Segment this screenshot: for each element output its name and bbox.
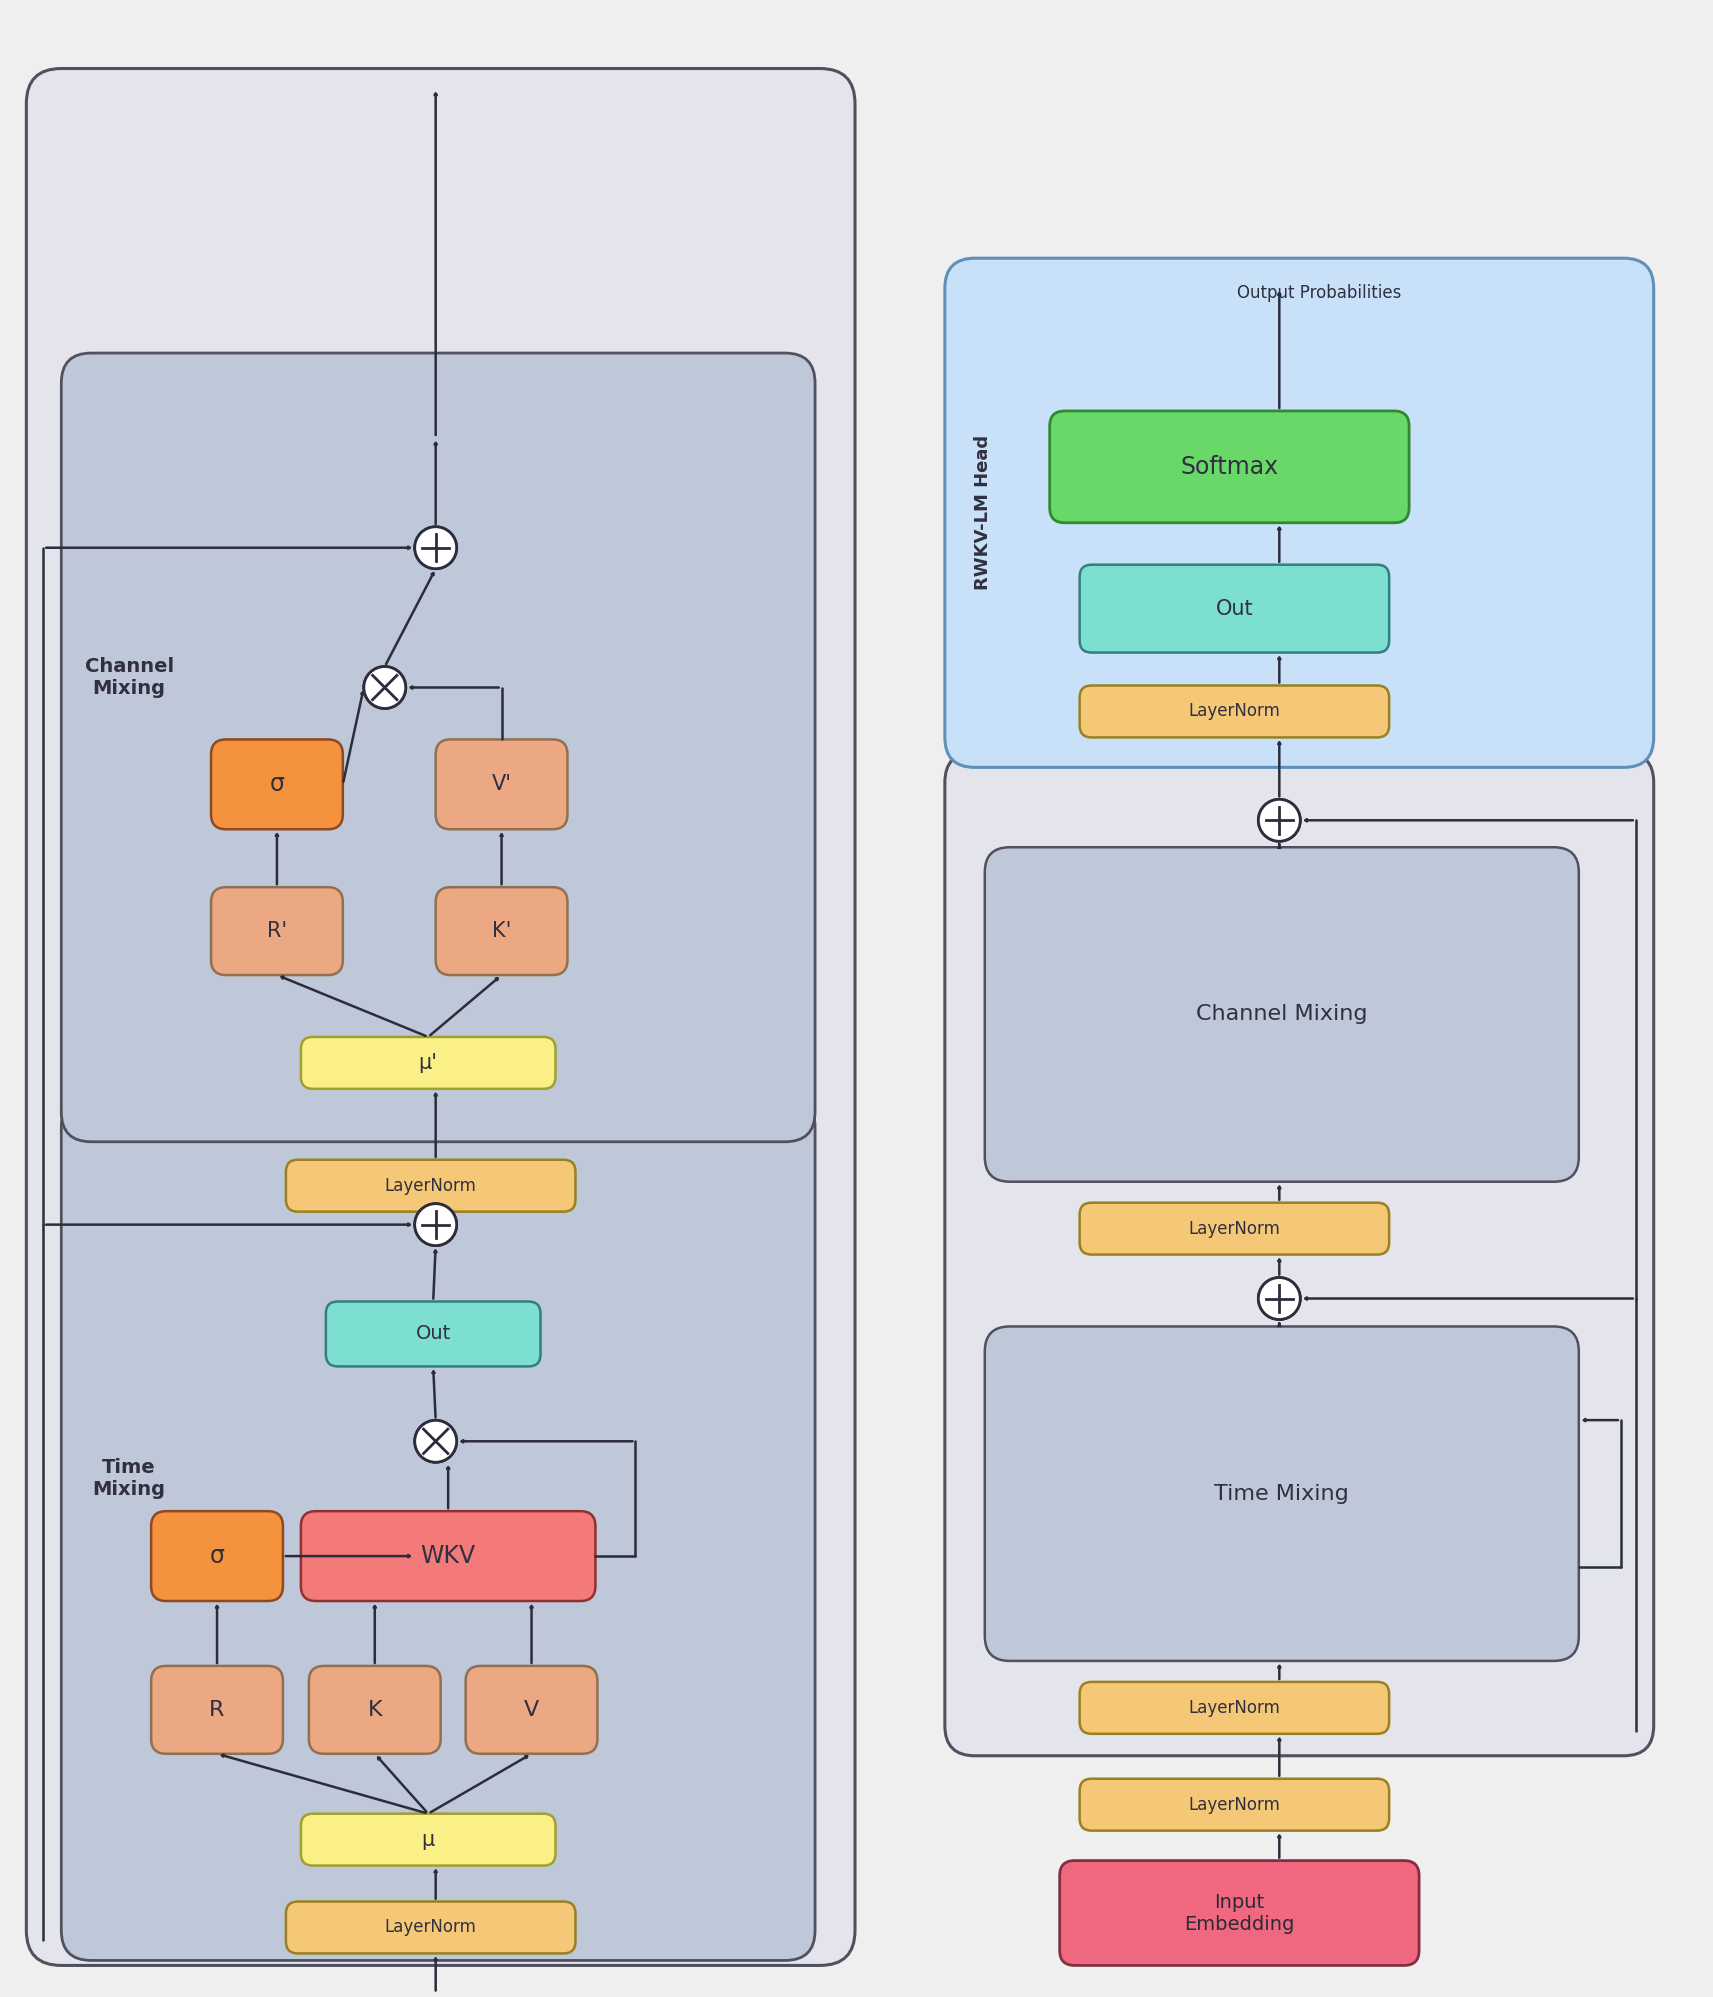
FancyBboxPatch shape bbox=[946, 258, 1653, 767]
Circle shape bbox=[415, 527, 457, 569]
Text: LayerNorm: LayerNorm bbox=[1189, 703, 1280, 721]
FancyBboxPatch shape bbox=[211, 739, 343, 829]
Text: V': V' bbox=[492, 775, 512, 795]
FancyBboxPatch shape bbox=[435, 887, 567, 975]
Text: R: R bbox=[209, 1699, 224, 1719]
Text: Time Mixing: Time Mixing bbox=[1215, 1484, 1350, 1504]
Circle shape bbox=[1259, 1278, 1300, 1320]
Circle shape bbox=[363, 667, 406, 709]
FancyBboxPatch shape bbox=[211, 887, 343, 975]
Text: LayerNorm: LayerNorm bbox=[385, 1919, 476, 1937]
FancyBboxPatch shape bbox=[151, 1665, 283, 1753]
FancyBboxPatch shape bbox=[985, 1326, 1579, 1662]
FancyBboxPatch shape bbox=[985, 847, 1579, 1182]
Circle shape bbox=[1259, 799, 1300, 841]
Text: σ: σ bbox=[269, 773, 284, 797]
Text: μ': μ' bbox=[418, 1052, 439, 1072]
FancyBboxPatch shape bbox=[466, 1665, 598, 1753]
Text: LayerNorm: LayerNorm bbox=[1189, 1220, 1280, 1238]
Text: V: V bbox=[524, 1699, 540, 1719]
Text: μ: μ bbox=[421, 1829, 435, 1849]
Text: LayerNorm: LayerNorm bbox=[385, 1176, 476, 1194]
Text: K: K bbox=[368, 1699, 382, 1719]
Text: σ: σ bbox=[209, 1544, 224, 1568]
Text: K': K' bbox=[492, 921, 510, 941]
FancyBboxPatch shape bbox=[301, 1036, 555, 1088]
Text: Output Probabilities: Output Probabilities bbox=[1237, 284, 1401, 302]
FancyBboxPatch shape bbox=[151, 1512, 283, 1602]
Text: R': R' bbox=[267, 921, 288, 941]
FancyBboxPatch shape bbox=[62, 353, 815, 1142]
Text: LayerNorm: LayerNorm bbox=[1189, 1795, 1280, 1813]
Text: WKV: WKV bbox=[421, 1544, 476, 1568]
FancyBboxPatch shape bbox=[1079, 1779, 1389, 1831]
FancyBboxPatch shape bbox=[325, 1302, 541, 1366]
FancyBboxPatch shape bbox=[1079, 685, 1389, 737]
Text: Time
Mixing: Time Mixing bbox=[93, 1458, 166, 1500]
Circle shape bbox=[415, 1204, 457, 1246]
FancyBboxPatch shape bbox=[26, 68, 855, 1965]
Text: Out: Out bbox=[416, 1324, 451, 1344]
FancyBboxPatch shape bbox=[1079, 1681, 1389, 1733]
Circle shape bbox=[415, 1204, 457, 1246]
Circle shape bbox=[415, 527, 457, 569]
Text: Input
Embedding: Input Embedding bbox=[1184, 1893, 1295, 1933]
Text: Channel Mixing: Channel Mixing bbox=[1196, 1004, 1367, 1024]
FancyBboxPatch shape bbox=[301, 1512, 596, 1602]
FancyBboxPatch shape bbox=[286, 1901, 576, 1953]
Circle shape bbox=[1259, 1278, 1300, 1320]
FancyBboxPatch shape bbox=[1079, 565, 1389, 653]
FancyBboxPatch shape bbox=[1050, 411, 1410, 523]
FancyBboxPatch shape bbox=[946, 753, 1653, 1755]
Circle shape bbox=[415, 1420, 457, 1462]
FancyBboxPatch shape bbox=[286, 1160, 576, 1212]
Text: Channel
Mixing: Channel Mixing bbox=[84, 657, 173, 699]
Text: Out: Out bbox=[1216, 599, 1254, 619]
Circle shape bbox=[1259, 799, 1300, 841]
Text: Softmax: Softmax bbox=[1180, 455, 1278, 479]
FancyBboxPatch shape bbox=[1079, 1202, 1389, 1254]
Text: LayerNorm: LayerNorm bbox=[1189, 1699, 1280, 1717]
Circle shape bbox=[415, 1420, 457, 1462]
FancyBboxPatch shape bbox=[1060, 1861, 1418, 1965]
Text: RWKV-LM Head: RWKV-LM Head bbox=[973, 435, 992, 591]
Circle shape bbox=[363, 667, 406, 709]
FancyBboxPatch shape bbox=[301, 1813, 555, 1865]
FancyBboxPatch shape bbox=[308, 1665, 440, 1753]
FancyBboxPatch shape bbox=[62, 1096, 815, 1961]
FancyBboxPatch shape bbox=[435, 739, 567, 829]
